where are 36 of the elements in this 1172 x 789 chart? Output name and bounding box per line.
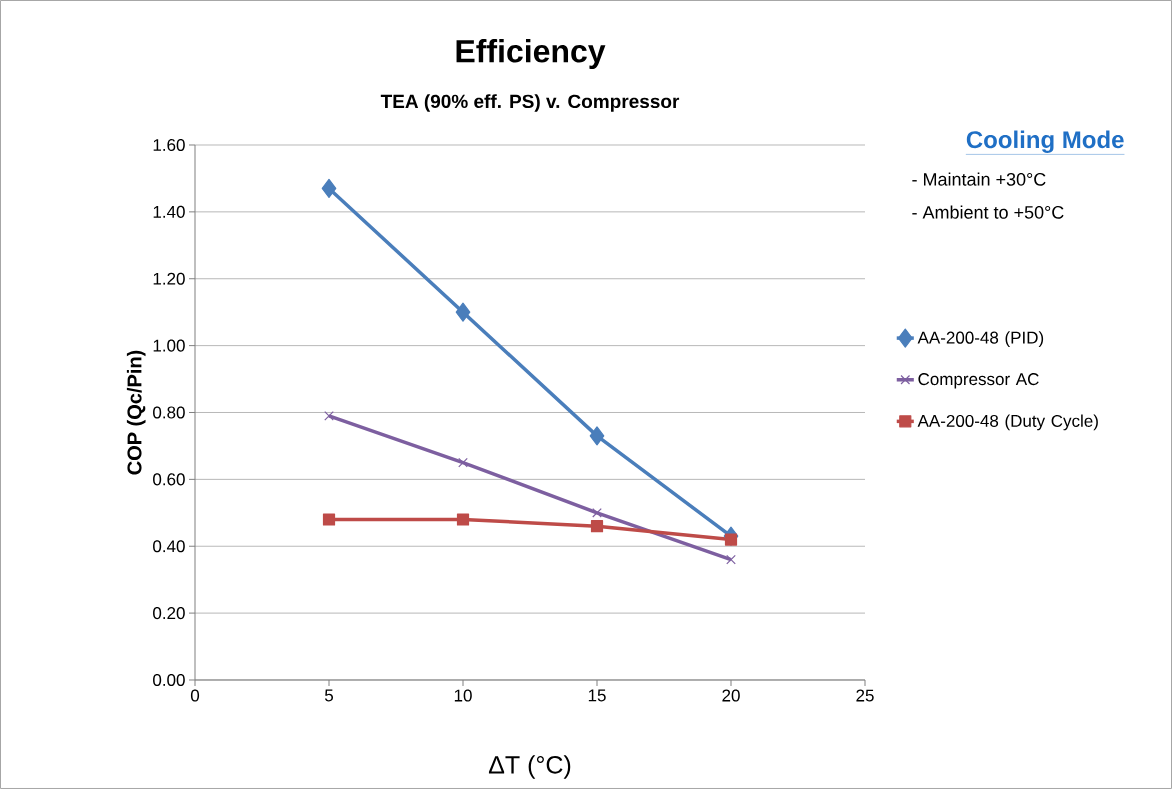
y-axis-title: COP (Qc/Pin): [126, 350, 146, 475]
y-tick-label: 1.20: [153, 272, 185, 285]
point: [590, 520, 604, 533]
text: - Maintain +30°C: [912, 172, 1046, 186]
x-tick-label: 20: [722, 689, 740, 702]
text: Cooling Mode: [966, 130, 1124, 153]
point: [724, 533, 738, 546]
x-axis-title: ΔT (°C): [488, 755, 571, 779]
point: [589, 426, 605, 446]
point: [455, 302, 471, 322]
point: [592, 507, 602, 518]
point: [456, 513, 470, 526]
legend-label: AA-200-48 (Duty Cycle): [917, 414, 1098, 431]
y-tick-label: 0.20: [153, 607, 185, 620]
point: [458, 457, 468, 468]
x-tick-label: 25: [856, 689, 874, 702]
x-tick-label: 10: [454, 689, 472, 702]
point: [726, 554, 736, 565]
x-tick-label: 0: [190, 689, 200, 702]
y-tick-label: 0.60: [153, 473, 185, 486]
y-tick-label: 0.00: [153, 673, 185, 687]
x-tick-label: 15: [588, 689, 606, 702]
y-tick-label: 0.40: [153, 540, 185, 553]
x-tick-label: 5: [324, 689, 334, 702]
y-tick-label: 1.40: [153, 205, 185, 218]
point: [321, 178, 337, 199]
chart-title: Efficiency: [456, 39, 606, 69]
y-tick-label: 1.60: [153, 138, 185, 152]
text: - Ambient to +50°C: [912, 205, 1064, 219]
legend-label: Compressor AC: [918, 373, 1039, 389]
y-tick-label: 0.80: [153, 406, 185, 419]
chart-subtitle: TEA (90% eff. PS) v. Compressor: [380, 94, 680, 112]
point: [322, 513, 336, 526]
point: [324, 410, 334, 421]
y-tick-label: 1.00: [153, 339, 185, 352]
legend-label: AA-200-48 (PID): [917, 331, 1044, 348]
